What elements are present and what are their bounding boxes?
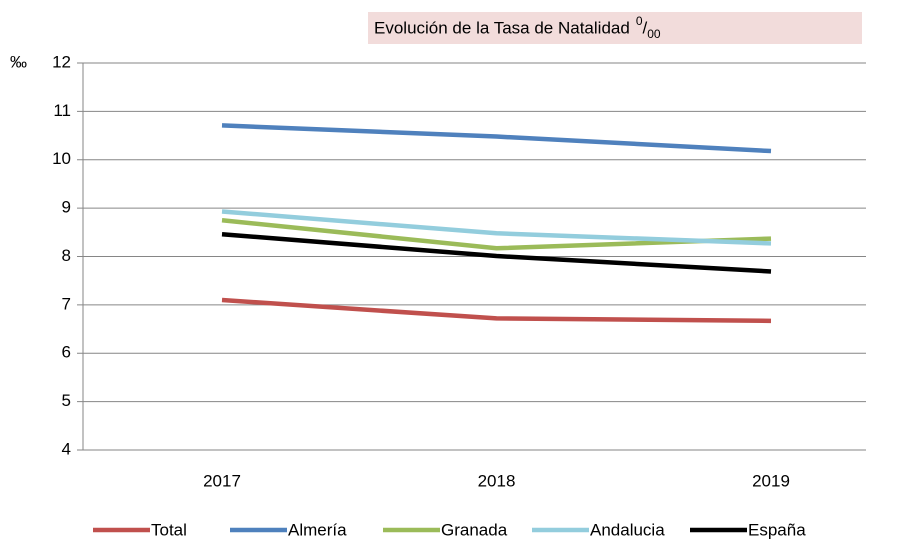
- y-tick-label: 9: [62, 198, 71, 217]
- y-unit: ‰: [10, 52, 27, 71]
- title-box: [368, 12, 862, 44]
- x-tick-label: 2017: [203, 471, 241, 490]
- y-tick-label: 4: [62, 439, 71, 458]
- x-tick-label: 2018: [478, 471, 516, 490]
- legend-label: Almería: [288, 520, 347, 539]
- y-tick-label: 7: [62, 294, 71, 313]
- title-unit-top: 0: [636, 14, 643, 28]
- y-tick-label: 10: [52, 149, 71, 168]
- chart-title: Evolución de la Tasa de Natalidad: [374, 18, 630, 37]
- series-line: [221, 209, 772, 246]
- y-tick-label: 12: [52, 52, 71, 71]
- series-line: [221, 232, 772, 274]
- legend-label: Total: [151, 520, 187, 539]
- series-line: [221, 297, 772, 324]
- x-tick-label: 2019: [752, 471, 790, 490]
- y-tick-label: 6: [62, 343, 71, 362]
- y-tick-label: 8: [62, 246, 71, 265]
- title-unit-slash: /: [643, 18, 648, 37]
- y-tick-label: 11: [53, 101, 71, 120]
- legend-label: Granada: [441, 520, 508, 539]
- y-tick-label: 5: [62, 391, 71, 410]
- title-unit-bottom: 00: [647, 27, 661, 41]
- series-line: [221, 123, 772, 154]
- legend-label: España: [748, 520, 806, 539]
- legend-label: Andalucia: [590, 520, 665, 539]
